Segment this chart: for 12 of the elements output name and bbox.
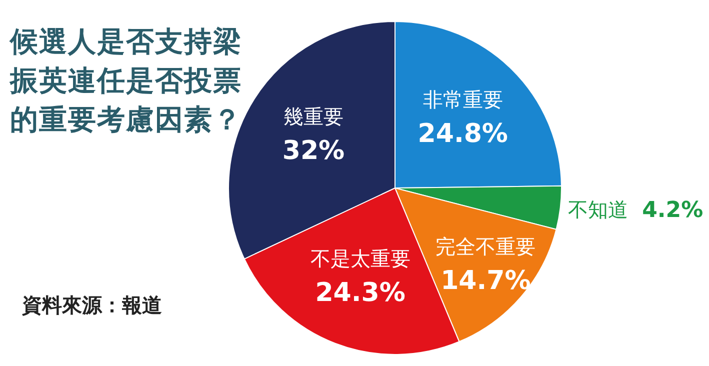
slice-label: 不知道: [568, 197, 628, 222]
data-label: 14.7%: [440, 266, 531, 296]
data-label: 4.2%: [642, 198, 704, 223]
data-label: 24.8%: [418, 119, 508, 150]
source-note: 資料來源：報道: [22, 292, 163, 319]
text: 候選人是否支持梁振英連任是否投票的重要考慮因素？: [10, 24, 243, 138]
data-label: 32%: [282, 136, 345, 166]
slice-label: 幾重要: [283, 104, 344, 128]
slice-label: 不是太重要: [310, 246, 410, 270]
data-label: 24.3%: [315, 278, 406, 308]
slice-label: 非常重要: [422, 87, 503, 112]
slice-label: 完全不重要: [436, 234, 536, 259]
